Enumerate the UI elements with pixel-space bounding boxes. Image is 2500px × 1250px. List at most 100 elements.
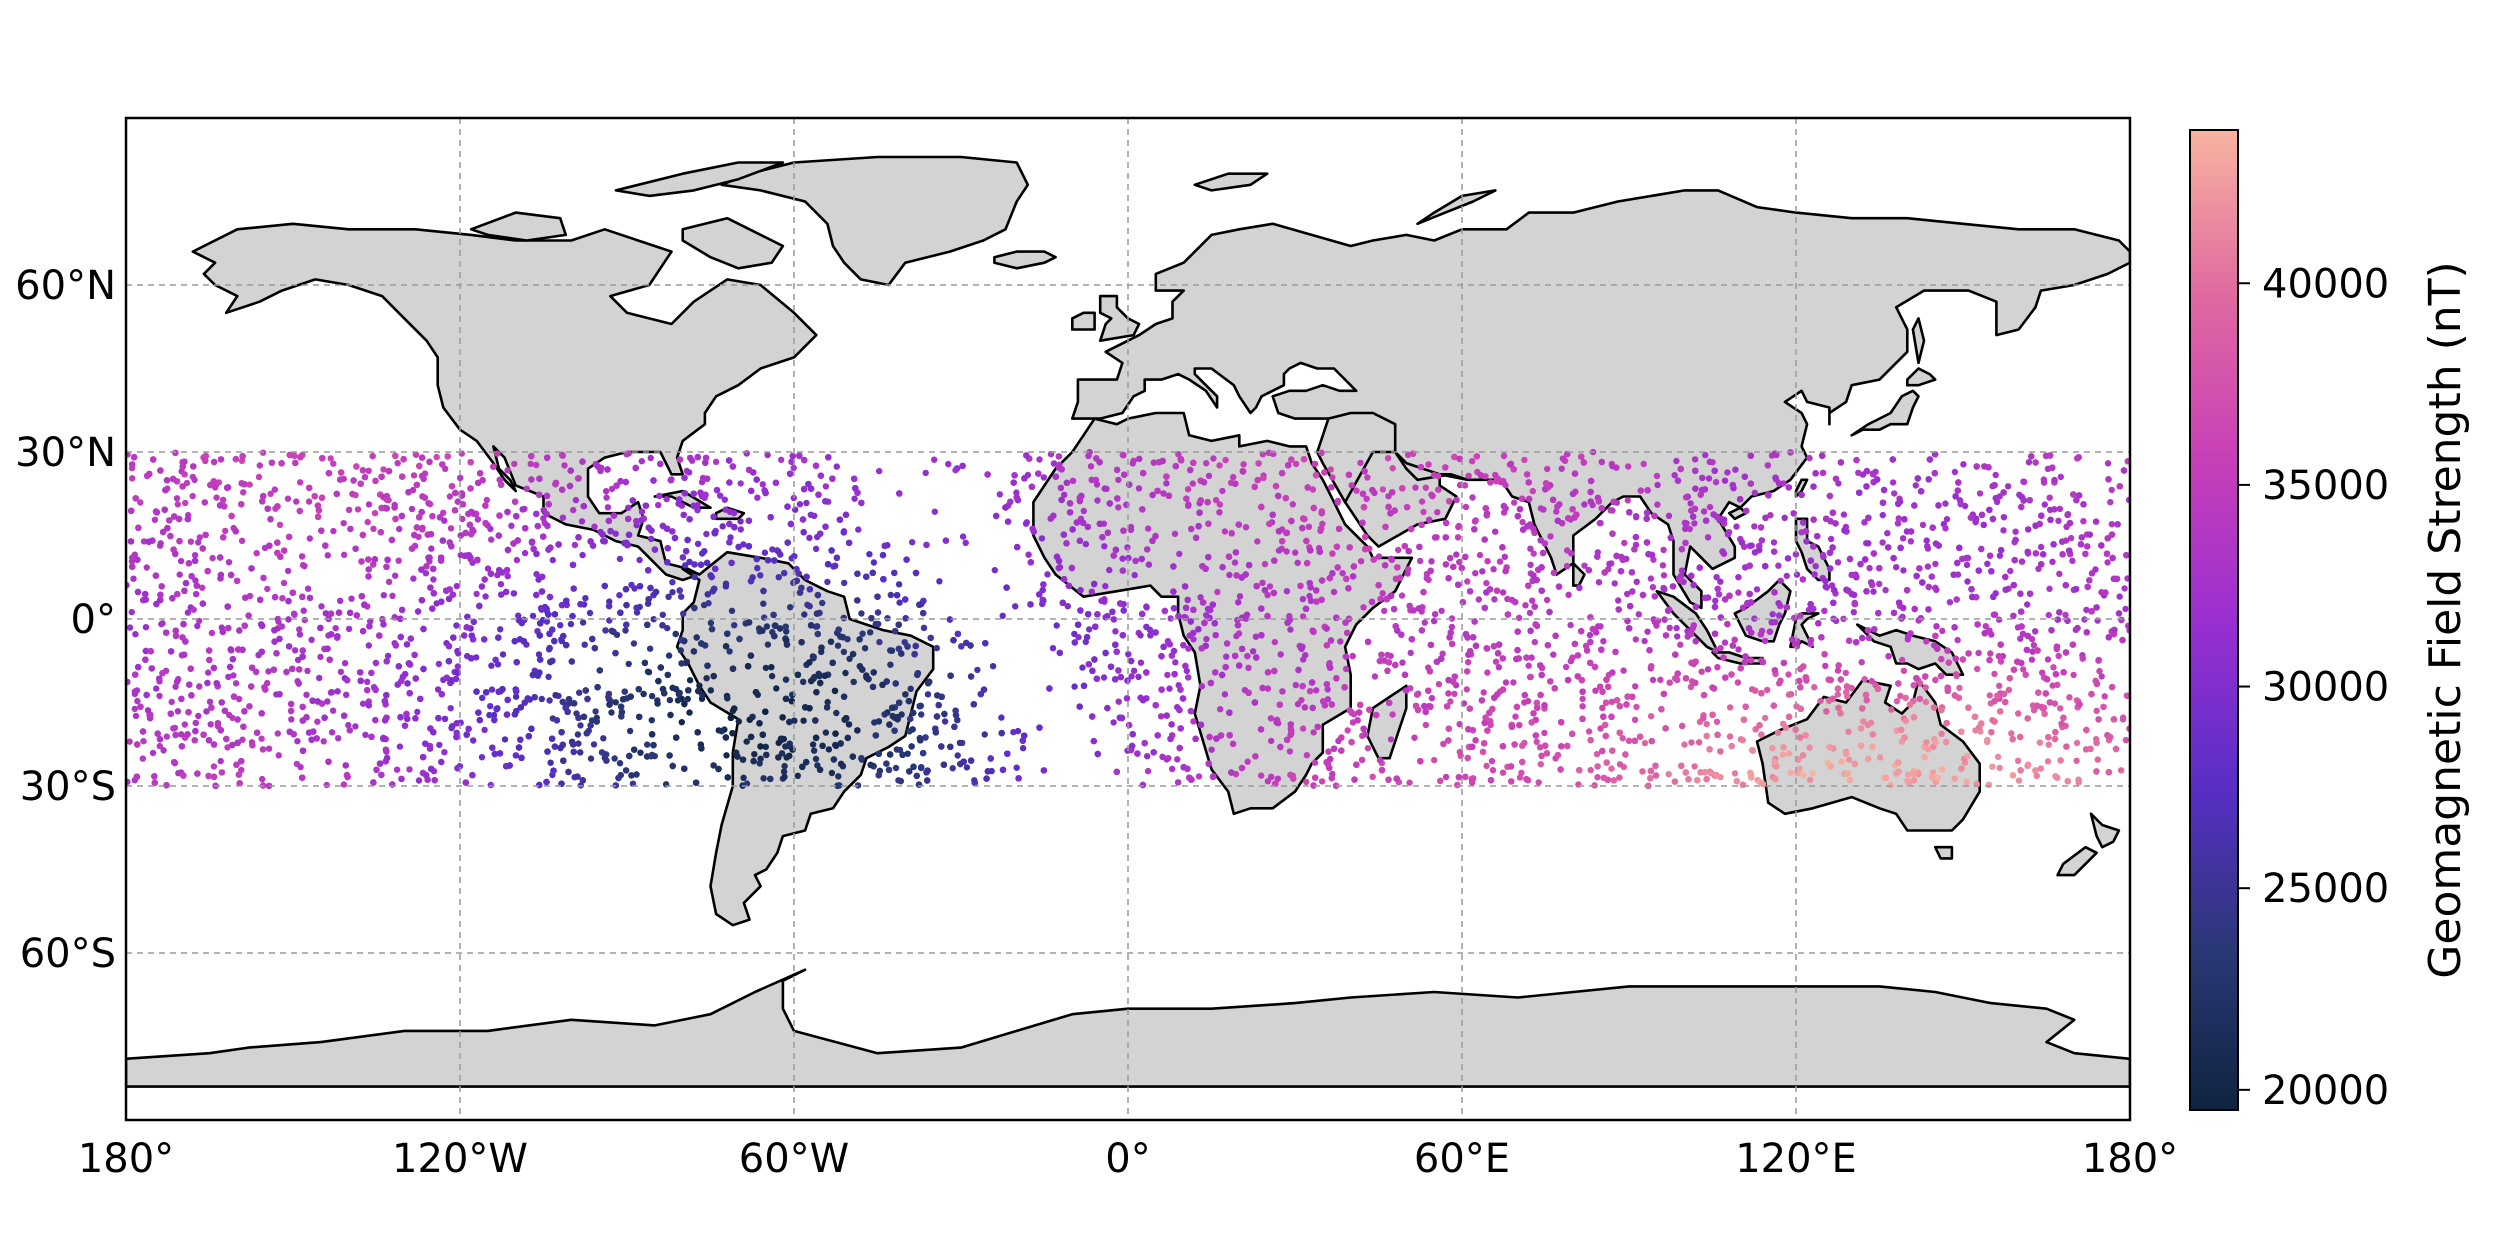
scatter-point: [173, 495, 181, 502]
scatter-point: [1717, 644, 1724, 652]
scatter-point: [1169, 765, 1176, 773]
scatter-point: [195, 539, 202, 546]
scatter-point: [602, 488, 610, 495]
scatter-point: [1735, 574, 1742, 581]
scatter-point: [226, 711, 233, 719]
scatter-point: [137, 499, 144, 506]
scatter-point: [305, 498, 313, 505]
scatter-point: [686, 558, 693, 565]
scatter-point: [1210, 455, 1217, 462]
scatter-point: [222, 527, 229, 535]
scatter-point: [1492, 528, 1499, 535]
scatter-point: [1526, 609, 1534, 617]
scatter-point: [384, 652, 392, 660]
scatter-point: [1454, 534, 1462, 541]
scatter-point: [215, 479, 223, 486]
scatter-point: [1236, 593, 1244, 600]
scatter-point: [626, 727, 634, 735]
scatter-point: [2028, 656, 2036, 663]
scatter-point: [224, 744, 231, 751]
scatter-point: [189, 492, 196, 500]
scatter-point: [362, 731, 369, 738]
scatter-point: [1543, 596, 1551, 604]
scatter-point: [1364, 474, 1371, 481]
scatter-point: [936, 578, 943, 585]
scatter-point: [2044, 656, 2052, 663]
scatter-point: [1767, 512, 1774, 519]
scatter-point: [232, 680, 240, 687]
land-new-zealand-south: [2056, 845, 2098, 877]
scatter-point: [1491, 596, 1498, 603]
scatter-point: [396, 525, 403, 533]
scatter-point: [159, 620, 166, 627]
scatter-point: [999, 612, 1006, 619]
scatter-point: [1377, 595, 1384, 603]
scatter-point: [1963, 561, 1971, 569]
scatter-point: [1691, 520, 1698, 527]
land-baffin-island: [681, 216, 785, 270]
scatter-point: [1565, 591, 1572, 598]
scatter-point: [2088, 570, 2096, 577]
scatter-point: [2098, 673, 2105, 680]
scatter-point: [2108, 521, 2115, 528]
scatter-point: [803, 499, 810, 507]
scatter-point: [2066, 694, 2073, 701]
scatter-point: [1761, 714, 1769, 722]
land-north-america: [191, 222, 818, 582]
scatter-point: [293, 760, 301, 768]
scatter-point: [1702, 451, 1709, 459]
scatter-point: [931, 508, 938, 515]
scatter-point: [1994, 753, 2002, 760]
scatter-point: [1624, 590, 1631, 598]
scatter-point: [151, 516, 159, 523]
scatter-point: [592, 708, 599, 715]
scatter-point: [760, 600, 767, 607]
scatter-point: [340, 520, 347, 527]
scatter-point: [1435, 681, 1443, 688]
scatter-point: [1783, 572, 1791, 580]
scatter-point: [1870, 588, 1877, 595]
scatter-point: [1222, 456, 1229, 464]
scatter-point: [479, 694, 486, 702]
scatter-point: [754, 564, 761, 572]
scatter-point: [174, 501, 181, 508]
scatter-point: [822, 729, 830, 736]
scatter-point: [579, 619, 587, 626]
scatter-point: [559, 514, 567, 521]
scatter-point: [1384, 651, 1391, 659]
scatter-point: [996, 491, 1003, 498]
scatter-point: [393, 766, 401, 773]
scatter-point: [1411, 734, 1418, 741]
scatter-point: [265, 668, 272, 675]
scatter-point: [1451, 690, 1458, 698]
scatter-point: [1700, 508, 1708, 515]
scatter-point: [1648, 663, 1655, 670]
scatter-point: [760, 775, 767, 782]
scatter-point: [1205, 472, 1213, 480]
scatter-point: [1381, 607, 1388, 615]
scatter-point: [616, 555, 624, 563]
scatter-point: [737, 526, 744, 533]
scatter-point: [533, 570, 540, 578]
scatter-point: [196, 534, 203, 541]
scatter-point: [861, 645, 869, 652]
scatter-point: [1946, 599, 1954, 606]
scatter-point: [1659, 562, 1667, 569]
scatter-point: [1975, 649, 1982, 657]
scatter-point: [1882, 586, 1889, 594]
scatter-point: [603, 494, 610, 501]
scatter-point: [835, 773, 842, 780]
scatter-point: [329, 707, 337, 714]
scatter-point: [1785, 671, 1792, 678]
scatter-point: [1379, 486, 1387, 493]
scatter-point: [511, 460, 518, 468]
scatter-point: [677, 647, 684, 654]
scatter-point: [721, 496, 728, 503]
scatter-point: [1900, 567, 1907, 574]
scatter-point: [253, 550, 260, 557]
scatter-point: [800, 678, 807, 685]
scatter-point: [499, 651, 507, 658]
scatter-point: [604, 504, 612, 511]
scatter-point: [433, 453, 440, 461]
scatter-point: [686, 677, 694, 684]
